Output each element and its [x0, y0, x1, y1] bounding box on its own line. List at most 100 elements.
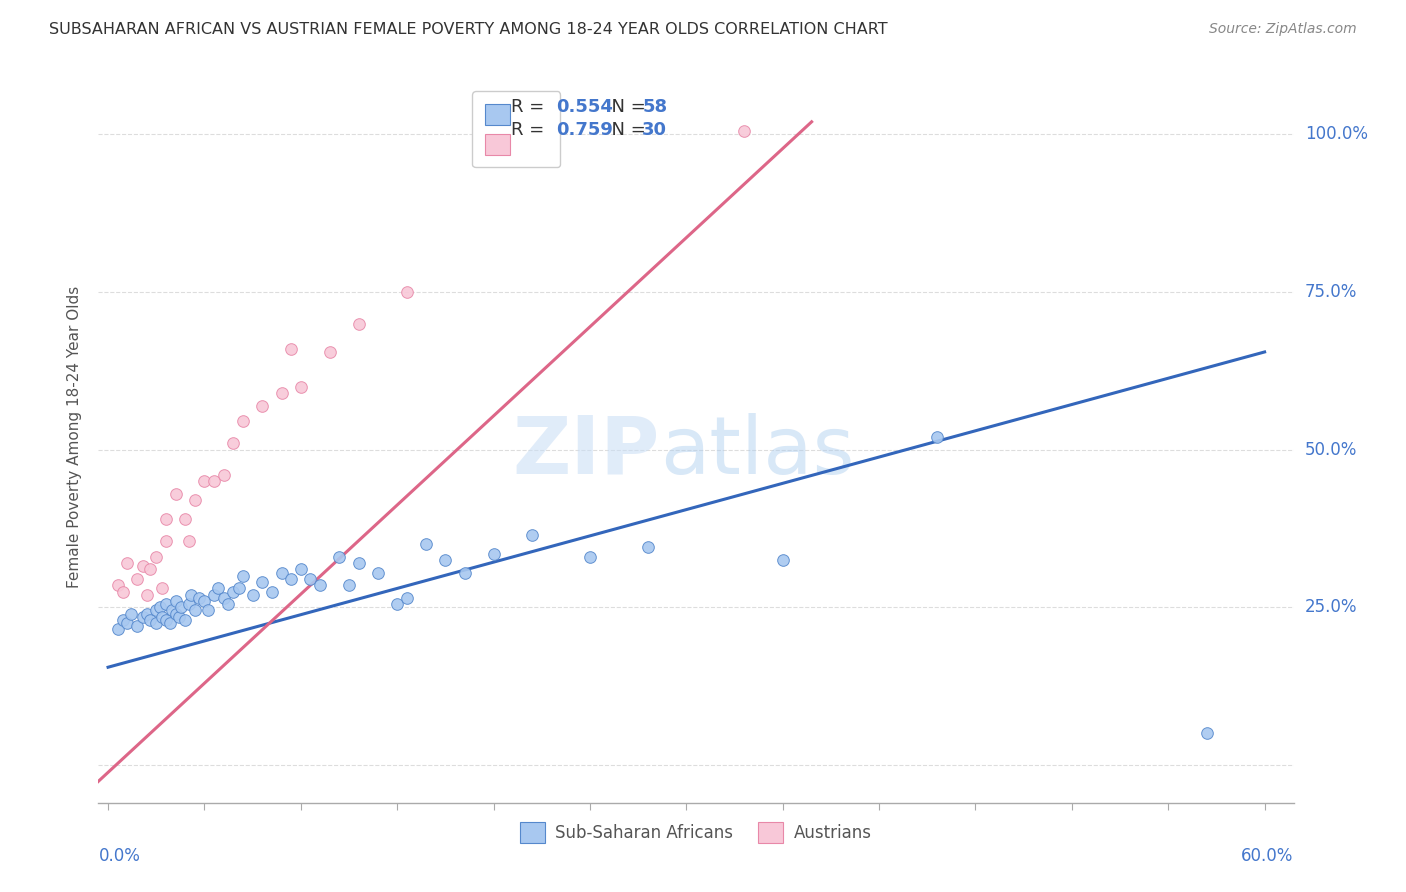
Point — [472, 124, 495, 138]
Text: N =: N = — [600, 98, 652, 117]
Point — [270, 386, 292, 401]
Text: 0.0%: 0.0% — [98, 847, 141, 865]
Point — [160, 603, 183, 617]
Point — [337, 578, 360, 592]
Point — [159, 616, 181, 631]
Point — [155, 597, 177, 611]
Point — [145, 549, 167, 564]
Point — [925, 430, 948, 444]
Text: atlas: atlas — [661, 413, 855, 491]
Point — [155, 512, 177, 526]
Point — [290, 379, 312, 393]
Point — [207, 582, 229, 596]
Point — [202, 474, 225, 488]
Point — [150, 582, 173, 596]
Point — [132, 609, 155, 624]
Text: R =: R = — [510, 121, 550, 139]
Point — [1195, 726, 1218, 740]
Point — [242, 588, 264, 602]
Point — [120, 607, 142, 621]
Point — [579, 549, 602, 564]
Text: SUBSAHARAN AFRICAN VS AUSTRIAN FEMALE POVERTY AMONG 18-24 YEAR OLDS CORRELATION : SUBSAHARAN AFRICAN VS AUSTRIAN FEMALE PO… — [49, 22, 887, 37]
Point — [184, 493, 207, 508]
Point — [177, 597, 200, 611]
Point — [395, 591, 418, 605]
Point — [520, 528, 543, 542]
Point — [347, 556, 370, 570]
Legend: Sub-Saharan Africans, Austrians: Sub-Saharan Africans, Austrians — [513, 815, 879, 849]
Point — [280, 572, 302, 586]
Point — [482, 547, 505, 561]
Point — [139, 613, 162, 627]
Point — [482, 124, 505, 138]
Text: Source: ZipAtlas.com: Source: ZipAtlas.com — [1209, 22, 1357, 37]
Point — [367, 566, 389, 580]
Point — [177, 534, 200, 549]
Text: 100.0%: 100.0% — [1305, 126, 1368, 144]
Point — [434, 553, 457, 567]
Point — [145, 616, 167, 631]
Point — [328, 549, 350, 564]
Point — [222, 436, 245, 450]
Point — [772, 553, 794, 567]
Text: 0.554: 0.554 — [557, 98, 613, 117]
Text: 50.0%: 50.0% — [1305, 441, 1357, 458]
Point — [733, 124, 755, 138]
Point — [232, 414, 254, 428]
Point — [193, 474, 215, 488]
Point — [252, 575, 274, 590]
Point — [117, 556, 139, 570]
Point — [117, 616, 139, 631]
Point — [184, 603, 207, 617]
Point — [290, 562, 312, 576]
Text: 75.0%: 75.0% — [1305, 283, 1357, 301]
Point — [155, 534, 177, 549]
Text: ZIP: ZIP — [513, 413, 661, 491]
Point — [212, 591, 235, 605]
Point — [174, 512, 197, 526]
Point — [197, 603, 219, 617]
Point — [149, 600, 172, 615]
Point — [107, 623, 129, 637]
Y-axis label: Female Poverty Among 18-24 Year Olds: Female Poverty Among 18-24 Year Olds — [67, 286, 83, 588]
Point — [165, 487, 187, 501]
Point — [107, 578, 129, 592]
Point — [415, 537, 437, 551]
Point — [139, 562, 162, 576]
Point — [260, 584, 283, 599]
Point — [165, 594, 187, 608]
Point — [453, 566, 475, 580]
Point — [150, 609, 173, 624]
Point — [174, 613, 197, 627]
Point — [232, 569, 254, 583]
Point — [155, 613, 177, 627]
Point — [202, 588, 225, 602]
Point — [228, 582, 250, 596]
Text: 0.759: 0.759 — [557, 121, 613, 139]
Point — [187, 591, 209, 605]
Point — [135, 607, 157, 621]
Text: 60.0%: 60.0% — [1241, 847, 1294, 865]
Text: N =: N = — [600, 121, 652, 139]
Point — [180, 588, 202, 602]
Point — [112, 584, 135, 599]
Point — [299, 572, 322, 586]
Point — [319, 345, 342, 359]
Point — [112, 613, 135, 627]
Point — [637, 541, 659, 555]
Point — [252, 399, 274, 413]
Point — [212, 467, 235, 482]
Point — [270, 566, 292, 580]
Point — [145, 603, 167, 617]
Point — [132, 559, 155, 574]
Point — [165, 607, 187, 621]
Point — [395, 285, 418, 299]
Point — [385, 597, 409, 611]
Text: 25.0%: 25.0% — [1305, 599, 1357, 616]
Point — [217, 597, 239, 611]
Point — [125, 619, 148, 633]
Point — [170, 600, 193, 615]
Text: 58: 58 — [643, 98, 668, 117]
Text: R =: R = — [510, 98, 550, 117]
Point — [309, 578, 332, 592]
